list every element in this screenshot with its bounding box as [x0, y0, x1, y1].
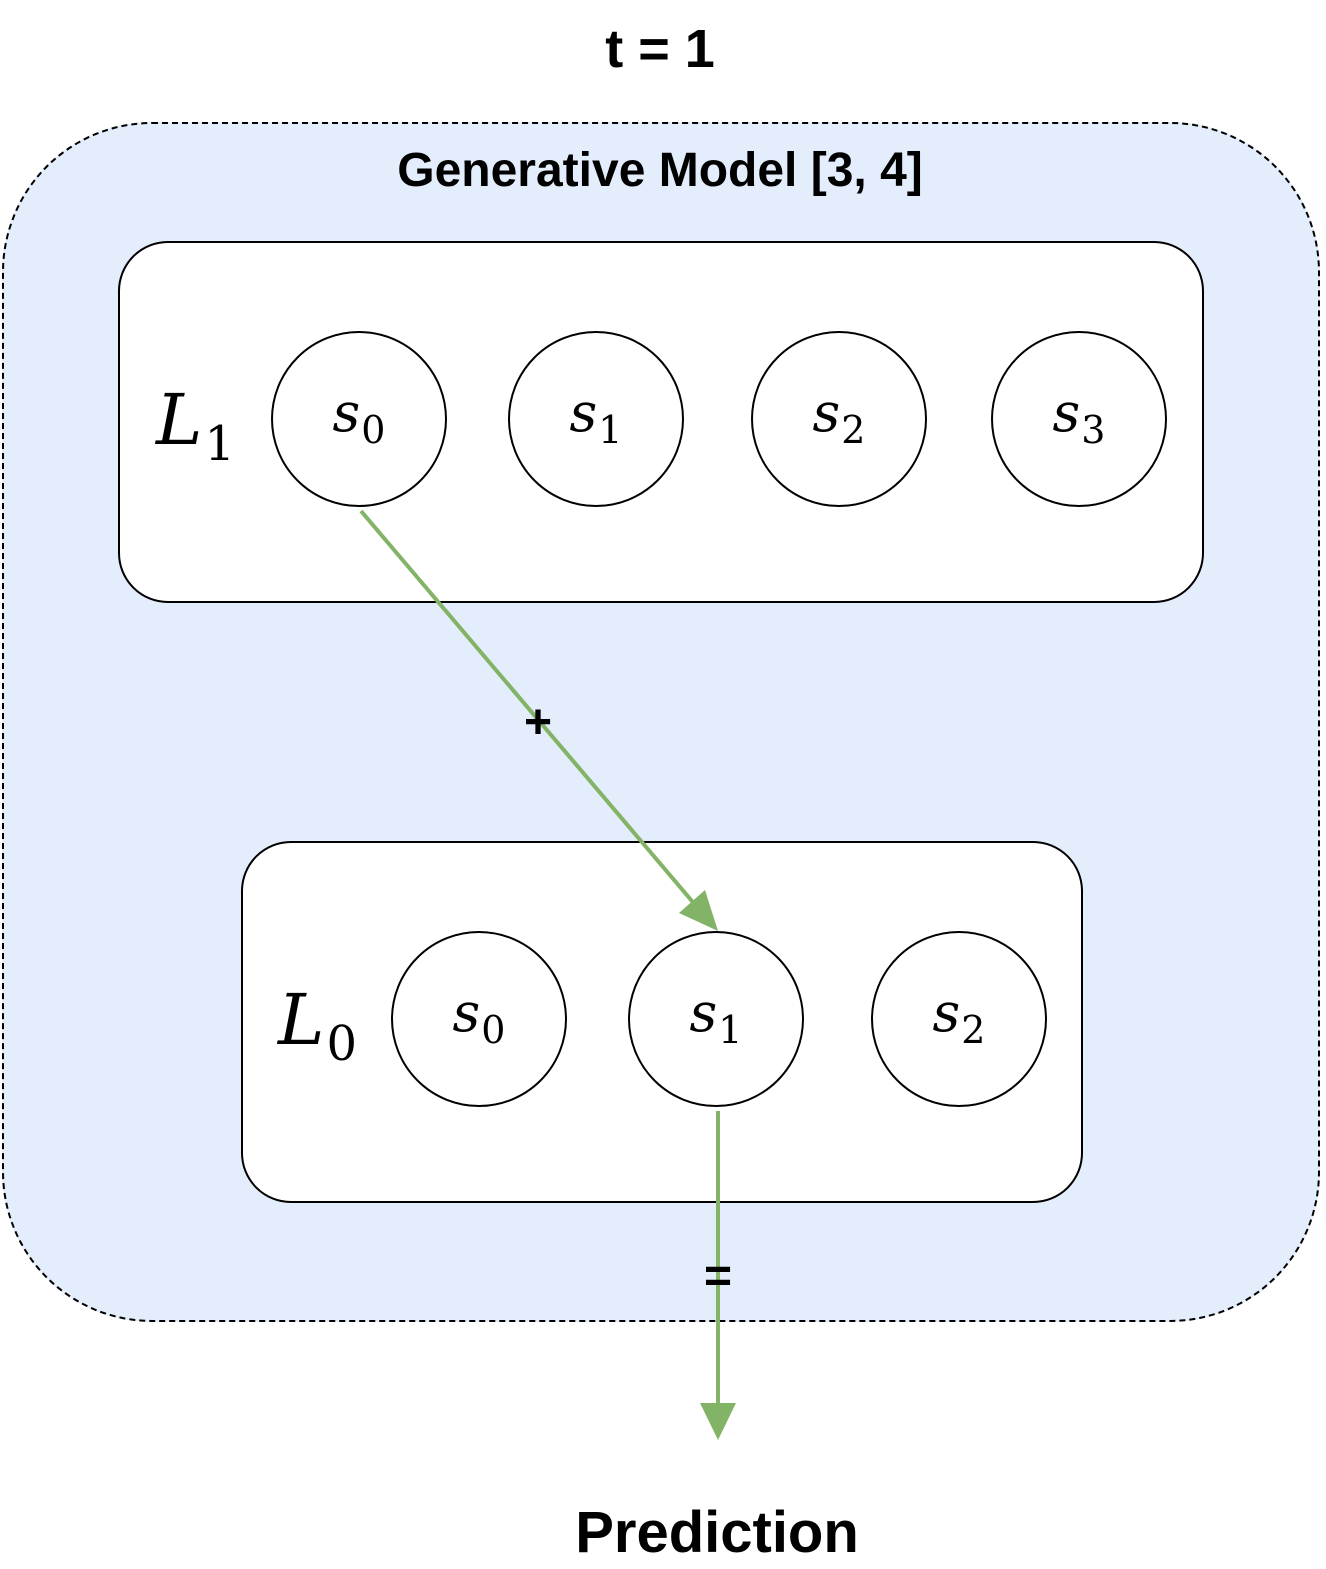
layer-1-node-s0: s0 [271, 331, 447, 507]
layer-1-node-s3: s3 [991, 331, 1167, 507]
layer-0-label: L0 [278, 979, 358, 1072]
layer-1-label: L1 [156, 379, 236, 472]
layer-0-node-s0: s0 [391, 931, 567, 1107]
layer-0-node-s1: s1 [628, 931, 804, 1107]
layer-1-node-s2: s2 [751, 331, 927, 507]
arrowhead-prediction [700, 1403, 736, 1440]
prediction-label: Prediction [575, 1500, 859, 1565]
layer-0-node-s2: s2 [871, 931, 1047, 1107]
time-step-title: t = 1 [605, 19, 715, 79]
equals-operator-label: = [703, 1250, 733, 1303]
generative-model-title: Generative Model [3, 4] [397, 144, 923, 197]
plus-operator-label: + [523, 696, 553, 749]
layer-1-node-s1: s1 [508, 331, 684, 507]
